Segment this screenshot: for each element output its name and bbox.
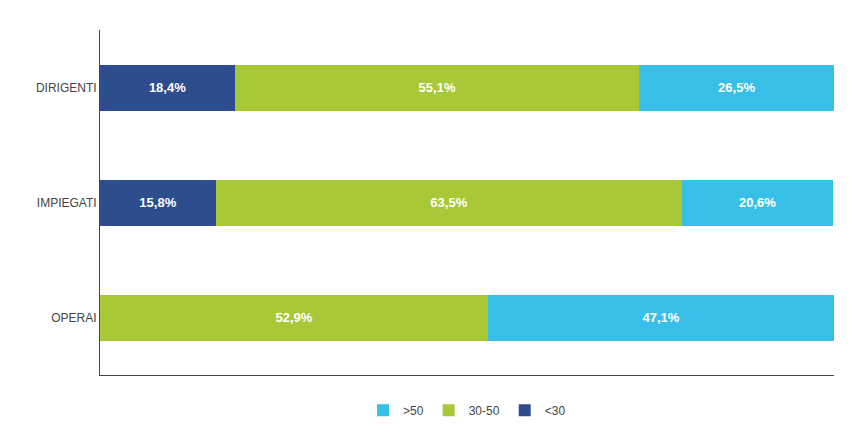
svg-text:DIRIGENTI: DIRIGENTI — [36, 81, 97, 95]
svg-text:<30: <30 — [545, 404, 566, 418]
svg-text:20,6%: 20,6% — [739, 195, 776, 210]
svg-text:OPERAI: OPERAI — [51, 311, 96, 325]
svg-text:IMPIEGATI: IMPIEGATI — [37, 196, 97, 210]
svg-text:52,9%: 52,9% — [275, 310, 312, 325]
svg-text:30-50: 30-50 — [469, 404, 500, 418]
svg-text:>50: >50 — [403, 404, 424, 418]
svg-text:47,1%: 47,1% — [642, 310, 679, 325]
svg-text:63,5%: 63,5% — [430, 195, 467, 210]
svg-text:15,8%: 15,8% — [139, 195, 176, 210]
svg-text:26,5%: 26,5% — [718, 80, 755, 95]
svg-text:18,4%: 18,4% — [149, 80, 186, 95]
svg-text:55,1%: 55,1% — [419, 80, 456, 95]
